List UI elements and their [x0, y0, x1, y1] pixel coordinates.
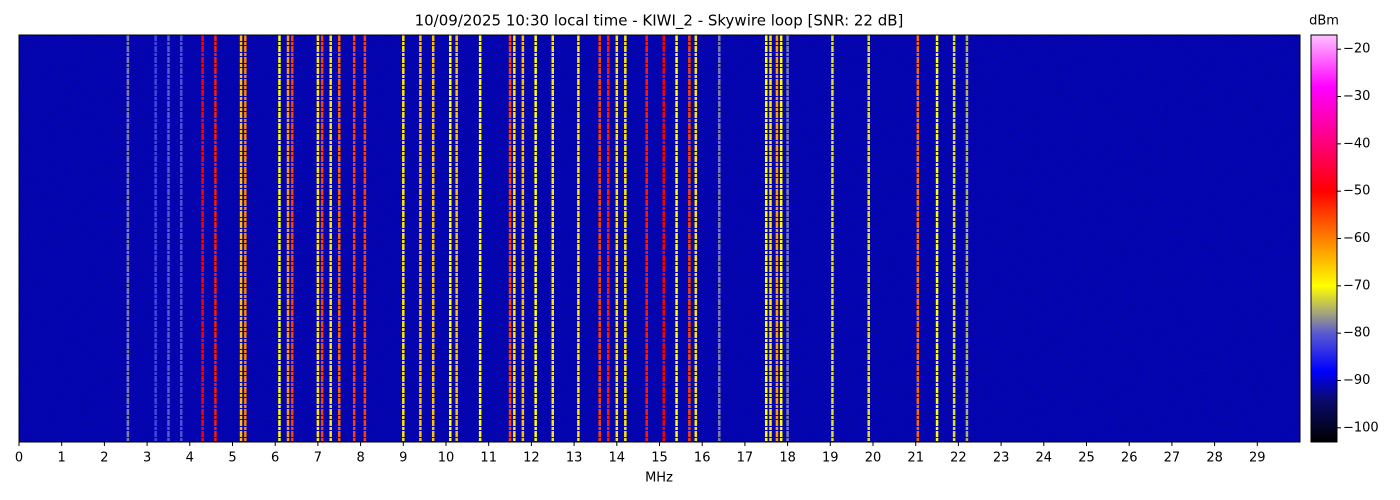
- x-tick-label: 28: [1206, 451, 1223, 466]
- x-tick-label: 3: [143, 451, 151, 466]
- colorbar-tick-label: −80: [1343, 326, 1370, 341]
- x-axis-label: MHz: [645, 471, 673, 486]
- x-tick-label: 20: [865, 451, 882, 466]
- noise-texture: [19, 35, 1300, 442]
- x-tick-label: 0: [15, 451, 23, 466]
- x-tick-label: 27: [1164, 451, 1181, 466]
- x-tick-label: 15: [651, 451, 668, 466]
- x-tick-label: 1: [58, 451, 66, 466]
- colorbar-tick-label: −20: [1343, 42, 1370, 57]
- colorbar-tick-label: −50: [1343, 184, 1370, 199]
- colorbar-tick-label: −100: [1343, 420, 1379, 435]
- x-tick-label: 14: [609, 451, 626, 466]
- x-tick-label: 21: [907, 451, 924, 466]
- x-tick-label: 5: [228, 451, 236, 466]
- colorbar-tick-label: −40: [1343, 136, 1370, 151]
- x-tick-label: 13: [566, 451, 583, 466]
- x-tick-label: 16: [694, 451, 711, 466]
- colorbar-tick-label: −70: [1343, 278, 1370, 293]
- colorbar-tick-label: −30: [1343, 89, 1370, 104]
- x-tick-label: 7: [314, 451, 322, 466]
- colorbar-tick-label: −60: [1343, 231, 1370, 246]
- x-tick-label: 26: [1121, 451, 1138, 466]
- x-tick-label: 4: [186, 451, 194, 466]
- x-tick-label: 17: [737, 451, 754, 466]
- x-tick-label: 11: [480, 451, 497, 466]
- x-tick-label: 9: [399, 451, 407, 466]
- x-tick-label: 29: [1249, 451, 1266, 466]
- chart-title: 10/09/2025 10:30 local time - KIWI_2 - S…: [415, 12, 904, 31]
- colorbar: [1310, 34, 1338, 443]
- x-tick-label: 19: [822, 451, 839, 466]
- x-tick-label: 6: [271, 451, 279, 466]
- colorbar-label: dBm: [1309, 14, 1339, 29]
- x-tick-label: 24: [1036, 451, 1053, 466]
- x-tick-label: 23: [993, 451, 1010, 466]
- x-tick-label: 2: [100, 451, 108, 466]
- x-tick-label: 22: [950, 451, 967, 466]
- x-tick-label: 12: [523, 451, 540, 466]
- colorbar-tick-label: −90: [1343, 373, 1370, 388]
- x-tick-label: 18: [779, 451, 796, 466]
- x-tick-label: 25: [1078, 451, 1095, 466]
- x-tick-label: 8: [356, 451, 364, 466]
- x-tick-label: 10: [438, 451, 455, 466]
